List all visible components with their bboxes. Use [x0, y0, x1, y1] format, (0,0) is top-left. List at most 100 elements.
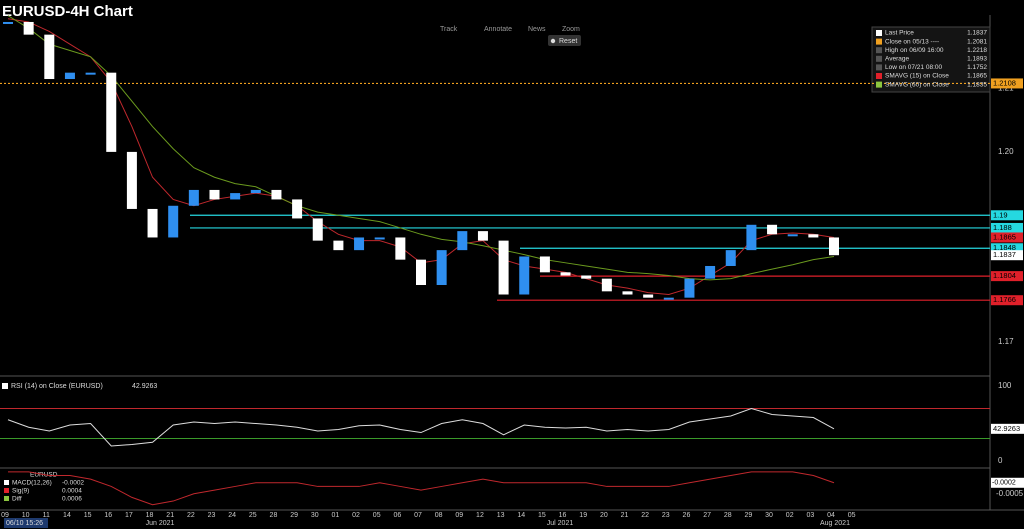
macd-tick-label: -0.0005 [996, 489, 1024, 498]
candle [477, 231, 488, 241]
toolbar-button[interactable]: Track [440, 26, 458, 33]
toolbar-button[interactable]: Annotate [484, 26, 512, 33]
candle [643, 294, 654, 298]
legend-label: Low on 07/21 08:00 [885, 64, 942, 71]
price-tag [991, 78, 1023, 89]
x-tick-label: 15 [538, 512, 546, 519]
chart-title: EURUSD-4H Chart [2, 3, 133, 20]
legend-swatch [876, 55, 882, 62]
price-tag-label: 1.1865 [993, 232, 1016, 241]
legend-value: 1.1835 [967, 81, 987, 88]
price-tag [991, 222, 1023, 233]
legend-swatch [876, 38, 882, 45]
macd-title: EURUSD [30, 472, 58, 479]
candle [519, 256, 530, 295]
candle [725, 250, 736, 266]
candle [622, 291, 633, 295]
x-tick-label: 27 [703, 512, 711, 519]
x-tick-label: 12 [476, 512, 484, 519]
macd-item-value: 0.0006 [62, 496, 82, 503]
price-tag [991, 210, 1023, 221]
candle [168, 205, 179, 238]
reset-button[interactable] [548, 35, 581, 46]
legend-swatch [876, 64, 882, 71]
candle [106, 72, 117, 152]
price-tag [991, 243, 1023, 254]
legend-value: 1.1865 [967, 73, 987, 80]
candle [292, 199, 303, 219]
candle [44, 34, 55, 80]
candle [808, 234, 819, 238]
candle [787, 234, 798, 237]
x-tick-label: 28 [270, 512, 278, 519]
x-tick-label: 23 [662, 512, 670, 519]
x-tick-label: 05 [848, 512, 856, 519]
timestamp: 06/10 15:26 [6, 520, 43, 527]
x-tick-label: 30 [311, 512, 319, 519]
x-tick-label: 10 [22, 512, 30, 519]
legend-value: 1.1893 [967, 56, 987, 63]
month-label: Jun 2021 [146, 520, 175, 527]
candle [581, 275, 592, 279]
rsi-line [7, 407, 835, 447]
toolbar-button[interactable]: News [528, 26, 546, 33]
x-tick-label: 14 [517, 512, 525, 519]
legend-swatch [876, 73, 882, 79]
price-tag [991, 232, 1023, 243]
price-tag-label: 1.188 [993, 223, 1012, 232]
x-tick-label: 28 [724, 512, 732, 519]
x-tick-label: 06 [393, 512, 401, 519]
macd-item-value: 0.0004 [62, 488, 82, 495]
x-tick-label: 04 [827, 512, 835, 519]
legend-label: Close on 05/13 ---- [885, 38, 939, 45]
legend-label: Average [885, 56, 909, 63]
candle [601, 278, 612, 292]
candle [230, 193, 241, 200]
candle [539, 256, 550, 273]
candle [188, 189, 199, 206]
macd-swatch [4, 488, 9, 493]
legend-swatch [876, 47, 882, 54]
candle [436, 250, 447, 285]
price-tag [991, 250, 1023, 261]
price-tag-label: 1.19 [993, 210, 1008, 219]
x-tick-label: 24 [228, 512, 236, 519]
candle [560, 272, 571, 276]
x-tick-label: 21 [621, 512, 629, 519]
macd-tag-label: -0.0002 [992, 480, 1016, 487]
rsi-last: 42.9263 [132, 383, 157, 390]
x-tick-label: 18 [146, 512, 154, 519]
candle [374, 237, 385, 240]
x-tick-label: 09 [1, 512, 9, 519]
x-tick-label: 02 [352, 512, 360, 519]
candle [3, 21, 13, 24]
macd-tag [991, 477, 1024, 488]
price-tag [991, 271, 1023, 282]
x-tick-label: 07 [414, 512, 422, 519]
legend-label: Last Price [885, 30, 914, 37]
toolbar-button[interactable]: Zoom [562, 26, 580, 33]
candle [126, 151, 137, 209]
x-tick-label: 02 [786, 512, 794, 519]
candle [767, 224, 778, 235]
macd-swatch [4, 480, 9, 485]
x-tick-label: 08 [435, 512, 443, 519]
x-tick-label: 19 [579, 512, 587, 519]
macd-item-label: Sig(9) [12, 488, 29, 495]
x-tick-label: 25 [249, 512, 257, 519]
price-tag-label: 1.1848 [993, 243, 1016, 252]
x-tick-label: 23 [208, 512, 216, 519]
x-tick-label: 11 [43, 512, 50, 519]
legend-value: 1.1837 [967, 30, 987, 37]
price-tag-label: 1.1837 [993, 250, 1016, 259]
candle [85, 72, 96, 75]
rsi-tick-label: 100 [998, 381, 1012, 390]
candle [64, 72, 75, 80]
x-tick-label: 15 [84, 512, 92, 519]
candle [271, 189, 282, 200]
legend-value: 1.2218 [967, 47, 987, 54]
month-label: Aug 2021 [820, 520, 850, 527]
reset-label[interactable]: Reset [559, 38, 577, 45]
